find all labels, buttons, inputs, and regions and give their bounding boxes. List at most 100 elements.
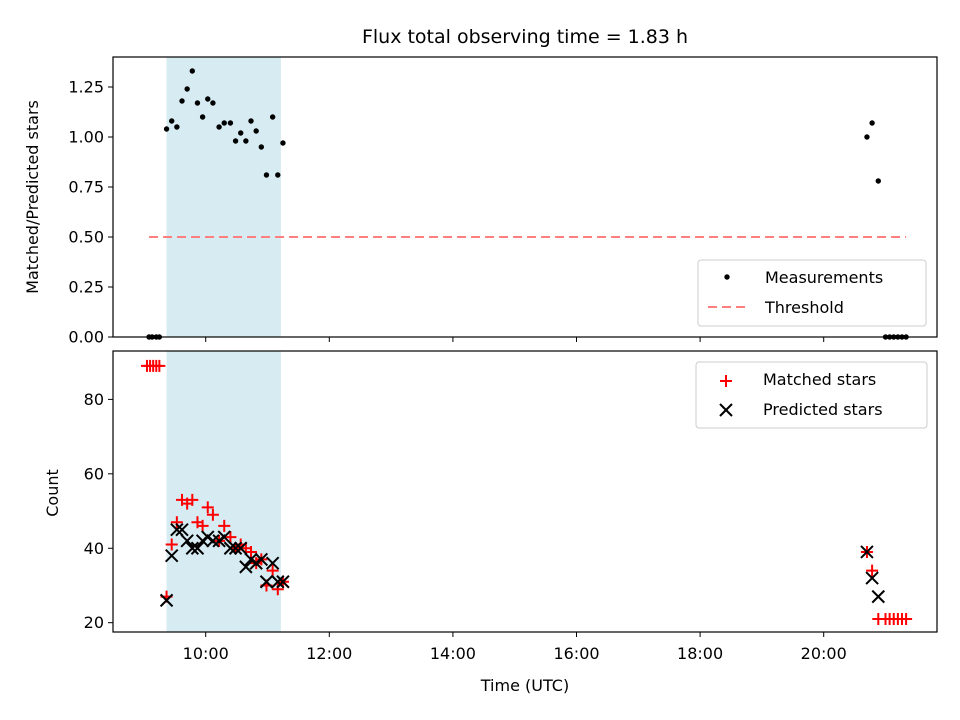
predicted-star-point	[254, 552, 269, 567]
predicted-star-point	[165, 548, 179, 563]
measurement-point	[210, 100, 216, 106]
matched-star-point	[900, 612, 913, 625]
matched-star-glyph	[170, 516, 183, 529]
predicted-star-point	[271, 575, 285, 589]
measurement-point	[227, 120, 234, 126]
top-y-axis-label: Matched/Predicted stars	[23, 100, 42, 294]
matched-star-point	[271, 583, 284, 596]
predicted-star-point	[871, 589, 885, 604]
matched-star-glyph	[900, 612, 913, 625]
legend-predicted-label: Predicted stars	[763, 400, 883, 419]
measurement-point	[243, 138, 249, 144]
predicted-star-point	[228, 541, 243, 555]
predicted-star-glyph	[185, 541, 200, 555]
predicted-star-glyph	[175, 522, 189, 537]
matched-star-point	[165, 538, 178, 551]
legend-threshold-label: Threshold	[764, 298, 844, 317]
bottom-x-tick-label: 20:00	[801, 644, 847, 663]
matched-star-point	[186, 493, 199, 506]
measurement-point	[205, 96, 211, 102]
matched-star-glyph	[186, 493, 199, 506]
measurement-point	[184, 86, 190, 92]
measurement-point	[169, 118, 175, 124]
predicted-star-point	[223, 541, 238, 555]
measurement-point	[216, 124, 222, 130]
predicted-star-glyph	[159, 593, 174, 608]
predicted-star-point	[170, 522, 184, 537]
measurement-point	[194, 100, 201, 106]
measurement-point	[238, 130, 244, 136]
measurement-point	[174, 124, 180, 130]
predicted-star-glyph	[206, 534, 220, 548]
predicted-star-point	[159, 593, 174, 608]
predicted-star-glyph	[865, 571, 879, 585]
matched-star-glyph	[196, 519, 209, 532]
matched-star-point	[201, 501, 214, 514]
measurement-point	[248, 118, 254, 124]
bottom-y-tick-label: 80	[84, 390, 104, 409]
bottom-legend: Matched stars Predicted stars	[695, 361, 928, 429]
legend-matched-marker	[720, 375, 732, 387]
predicted-star-point	[175, 522, 189, 537]
predicted-star-glyph	[871, 589, 885, 604]
matched-star-point	[206, 508, 219, 521]
matched-star-glyph	[271, 583, 284, 596]
legend-measurements-marker	[724, 274, 730, 280]
predicted-star-glyph	[190, 541, 205, 555]
bottom-plot-frame	[112, 350, 938, 633]
bottom-x-tick-label: 10:00	[183, 644, 229, 663]
measurement-point	[163, 126, 170, 132]
bottom-legend-box	[695, 361, 928, 429]
matched-star-glyph	[206, 508, 219, 521]
predicted-star-glyph	[170, 522, 184, 537]
predicted-star-point	[239, 560, 253, 574]
predicted-star-point	[185, 541, 200, 555]
measurement-point	[232, 138, 239, 144]
bottom-panel: 20 40 60 80 10:00 12:00 14:00 16:00 18:00 20:00 C…	[43, 350, 938, 695]
predicted-star-point	[234, 541, 248, 555]
top-y-tick-label: 0.75	[68, 178, 104, 197]
measurement-point	[179, 98, 185, 104]
legend-measurements-label: Measurements	[765, 268, 883, 287]
legend-predicted-marker	[719, 403, 733, 417]
top-y-tick-label: 0.50	[68, 228, 104, 247]
top-legend: Measurements Threshold	[697, 259, 927, 327]
top-legend-box	[697, 259, 927, 327]
predicted-star-point	[860, 545, 874, 559]
predicted-star-point	[259, 575, 274, 589]
predicted-star-point	[217, 530, 231, 544]
predicted-star-point	[190, 541, 205, 555]
predicted-star-point	[865, 571, 879, 585]
top-y-tick-label: 1.25	[68, 78, 104, 97]
matched-star-point	[866, 564, 879, 577]
measurement-point	[253, 128, 259, 134]
predicted-star-point	[206, 534, 220, 548]
bottom-shaded-span	[166, 351, 281, 632]
measurement-point	[189, 68, 196, 74]
bottom-y-axis-label: Count	[43, 469, 62, 517]
top-y-tick-label: 1.00	[68, 128, 104, 147]
predicted-star-glyph	[217, 530, 231, 544]
matched-star-point	[245, 545, 258, 558]
predicted-star-glyph	[239, 560, 253, 574]
predicted-star-point	[180, 534, 194, 548]
matched-star-point	[224, 531, 237, 544]
matched-star-glyph	[224, 531, 237, 544]
measurement-point	[864, 134, 870, 140]
predicted-star-glyph	[259, 575, 274, 589]
chart-title: Flux total observing time = 1.83 h	[362, 26, 688, 48]
measurement-point	[869, 120, 875, 126]
bottom-y-tick-label: 20	[84, 613, 104, 632]
bottom-x-tick-label: 14:00	[430, 644, 476, 663]
predicted-star-glyph	[223, 541, 238, 555]
measurement-point	[269, 114, 276, 120]
measurement-point	[275, 172, 281, 178]
top-panel: 0.00 0.25 0.50 0.75 1.00 1.25 Matched/Predict…	[23, 56, 938, 347]
matched-star-glyph	[201, 501, 214, 514]
bottom-x-tick-label: 18:00	[677, 644, 723, 663]
matched-star-glyph	[218, 519, 231, 532]
bottom-y-tick-label: 40	[84, 539, 104, 558]
measurement-point	[263, 172, 270, 178]
predicted-star-point	[265, 556, 280, 570]
